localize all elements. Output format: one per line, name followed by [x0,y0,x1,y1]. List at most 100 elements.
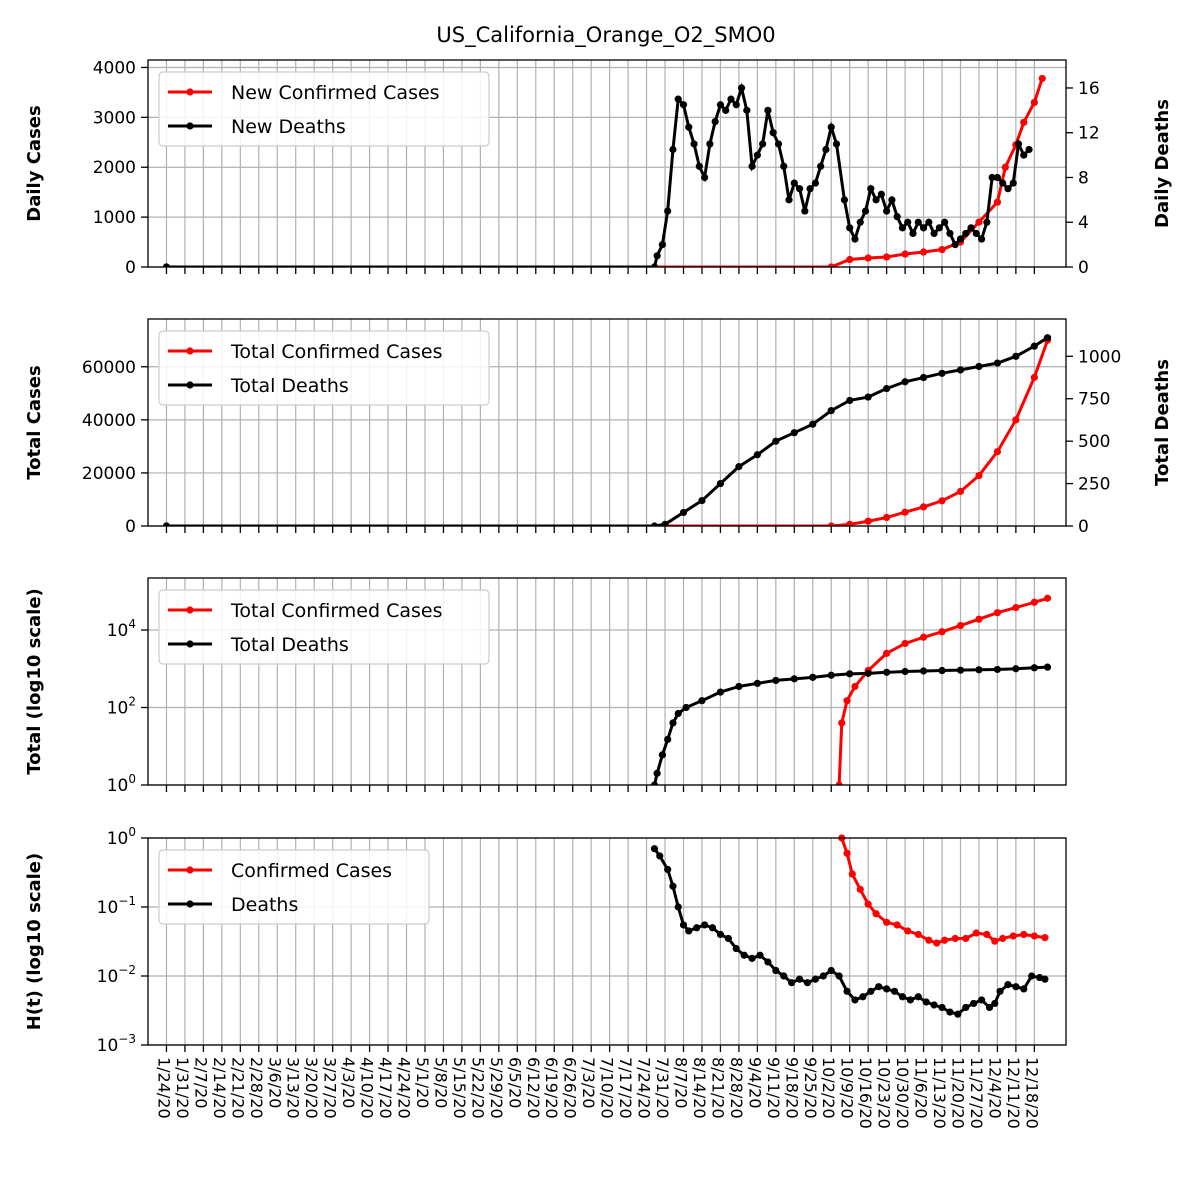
plot-frame [147,318,1067,527]
series-point [856,218,864,226]
y-tick-label: 1000 [93,208,136,228]
legend-swatch-marker [186,347,194,355]
series-point [732,944,740,953]
series-point [827,522,835,526]
x-tick-label: 12/18/20 [1022,1057,1041,1129]
x-tick-label: 7/3/20 [579,1057,598,1109]
y-tick-label: 0 [125,517,136,537]
y-tick-label: 0 [125,258,136,278]
series-point [925,218,933,226]
legend-entry: New Deaths [231,116,346,138]
x-tick-label: 3/27/20 [321,1057,340,1119]
x-tick-label: 9/4/20 [745,1057,764,1109]
x-tick-label: 7/31/20 [653,1057,672,1119]
legend-swatch-marker [186,606,194,614]
series-point [946,1008,954,1016]
series-point [851,996,859,1004]
series-point [1014,140,1023,148]
series-point [975,666,983,674]
panel-daily: 0 1000 2000 3000 4000 0 4 8 12 16 Daily Deaths Dail… [24,58,1173,278]
series-point [846,255,854,264]
x-tick-label: 6/19/20 [542,1057,561,1119]
series-point [722,106,730,114]
x-tick-label: 2/14/20 [210,1057,229,1119]
series-point [938,1003,946,1012]
series-point [956,666,965,674]
series-point [930,229,938,238]
x-tick-label: 5/1/20 [413,1057,432,1109]
series-point [674,95,682,103]
series-point [893,921,901,929]
series-point [941,936,949,944]
legend: Total Confirmed Cases Total Deaths [158,330,490,406]
series-point [904,218,912,226]
x-tick-label: 8/7/20 [672,1057,691,1109]
series-point [658,751,666,759]
series-point [1020,151,1028,159]
series-point [843,987,851,995]
x-tick-label: 3/20/20 [302,1057,321,1119]
series-point [843,849,851,857]
legend-swatch-marker [186,122,194,130]
series-point [803,979,812,987]
series-total-confirmed-cases [162,336,1052,526]
series-point [1030,373,1038,381]
series-point [993,173,1002,182]
series-point [938,628,946,636]
y-right-tick-label: 8 [1078,168,1089,188]
series-point [701,173,709,182]
y-tick-label: 2000 [93,158,136,178]
series-point [972,929,980,937]
y-right-tick-label: 250 [1078,475,1110,495]
series-point [690,140,698,148]
x-tick-label: 11/6/20 [912,1057,931,1119]
series-point [664,207,672,215]
series-point [1030,98,1038,106]
series-point [843,697,851,705]
series-point [1012,603,1020,612]
series-point [901,639,909,648]
y-tick-label: 10−1 [97,894,136,918]
series-point [679,508,688,517]
series-point [1030,598,1038,606]
series-point [1043,334,1052,342]
x-tick-label: 12/11/20 [1004,1057,1023,1129]
series-point [962,934,970,943]
series-point [977,996,986,1004]
series-point [737,84,746,92]
series-point [970,999,978,1008]
series-point [883,649,891,657]
x-tick-label: 10/23/20 [875,1057,894,1129]
series-point [919,248,928,256]
series-point [817,162,825,170]
series-point [1012,665,1020,673]
series-point [658,241,666,249]
series-point [748,162,756,170]
series-point [993,665,1002,674]
x-tick-label: 6/26/20 [561,1057,580,1119]
series-point [1030,932,1038,940]
series-point [753,679,761,687]
x-tick-label: 7/24/20 [635,1057,654,1119]
legend-swatch-marker [186,640,194,648]
series-point [906,996,914,1004]
series-point [756,951,764,959]
series-point [764,106,772,114]
x-tick-label: 7/10/20 [598,1057,617,1119]
x-tick-label: 11/27/20 [967,1057,986,1129]
series-point [698,496,706,505]
series-total-deaths [650,663,1052,785]
series-point [933,939,941,947]
series-point [653,769,661,777]
x-tick-label: 6/12/20 [524,1057,543,1119]
series-point [909,229,917,238]
series-point [785,196,793,204]
series-point [790,675,798,683]
series-point [919,373,928,382]
x-tick-label: 2/28/20 [247,1057,266,1119]
series-point [1012,416,1020,424]
x-tick-label: 8/21/20 [708,1057,727,1119]
y-axis-label: Daily Cases [24,105,45,221]
series-point [685,123,693,131]
series-point [701,921,709,929]
